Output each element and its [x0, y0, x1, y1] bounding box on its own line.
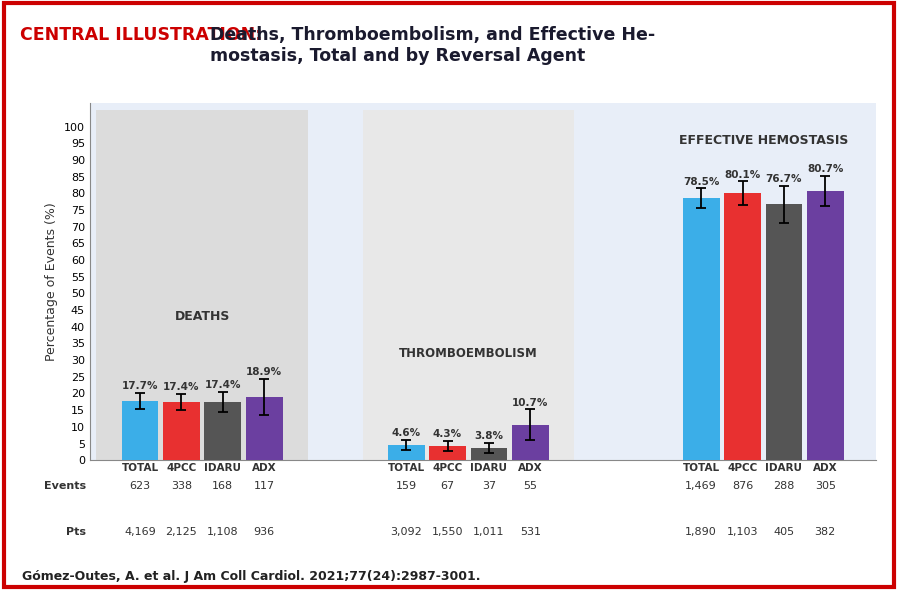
- Text: 1,890: 1,890: [685, 527, 718, 537]
- Text: 4.6%: 4.6%: [392, 428, 421, 438]
- Text: DEATHS: DEATHS: [174, 310, 230, 323]
- Text: 3,092: 3,092: [391, 527, 422, 537]
- Text: Deaths, Thromboembolism, and Effective He-
mostasis, Total and by Reversal Agent: Deaths, Thromboembolism, and Effective H…: [209, 26, 655, 65]
- Text: 78.5%: 78.5%: [683, 176, 719, 186]
- Bar: [429, 446, 466, 460]
- Text: Events: Events: [44, 481, 86, 491]
- Text: 338: 338: [171, 481, 192, 491]
- Text: 3.8%: 3.8%: [474, 431, 504, 441]
- Text: 80.7%: 80.7%: [807, 164, 843, 174]
- Bar: [205, 402, 242, 460]
- Text: 1,108: 1,108: [207, 527, 239, 537]
- Text: 531: 531: [520, 527, 541, 537]
- Text: CENTRAL ILLUSTRATION:: CENTRAL ILLUSTRATION:: [21, 26, 269, 44]
- Text: 405: 405: [773, 527, 795, 537]
- FancyBboxPatch shape: [363, 110, 574, 460]
- FancyBboxPatch shape: [96, 110, 308, 460]
- Text: 37: 37: [482, 481, 496, 491]
- Text: 1,011: 1,011: [473, 527, 505, 537]
- Bar: [246, 397, 283, 460]
- Text: 17.4%: 17.4%: [163, 382, 199, 392]
- Bar: [807, 191, 843, 460]
- Text: 159: 159: [396, 481, 417, 491]
- Text: 4,169: 4,169: [124, 527, 156, 537]
- Bar: [765, 204, 802, 460]
- Bar: [122, 401, 158, 460]
- Text: 4.3%: 4.3%: [433, 429, 462, 439]
- Text: Pts: Pts: [66, 527, 86, 537]
- Text: THROMBOEMBOLISM: THROMBOEMBOLISM: [399, 347, 538, 360]
- Text: EFFECTIVE HEMOSTASIS: EFFECTIVE HEMOSTASIS: [679, 133, 848, 147]
- Text: 623: 623: [129, 481, 151, 491]
- Text: 55: 55: [524, 481, 537, 491]
- Text: 80.1%: 80.1%: [725, 170, 761, 179]
- Text: 17.4%: 17.4%: [205, 381, 241, 391]
- Text: 67: 67: [441, 481, 454, 491]
- Text: 10.7%: 10.7%: [512, 398, 549, 408]
- Text: Gómez-Outes, A. et al. J Am Coll Cardiol. 2021;77(24):2987-3001.: Gómez-Outes, A. et al. J Am Coll Cardiol…: [22, 570, 481, 583]
- Text: 1,550: 1,550: [432, 527, 463, 537]
- Bar: [512, 425, 549, 460]
- Text: 1,469: 1,469: [685, 481, 718, 491]
- Text: 17.7%: 17.7%: [122, 381, 158, 391]
- Bar: [471, 448, 507, 460]
- Text: 18.9%: 18.9%: [246, 367, 282, 377]
- Text: 2,125: 2,125: [165, 527, 198, 537]
- Text: 117: 117: [253, 481, 275, 491]
- Bar: [724, 193, 761, 460]
- Text: 76.7%: 76.7%: [766, 174, 802, 184]
- Text: 876: 876: [732, 481, 753, 491]
- Text: 1,103: 1,103: [726, 527, 758, 537]
- Text: 936: 936: [253, 527, 275, 537]
- Text: 382: 382: [814, 527, 836, 537]
- Y-axis label: Percentage of Events (%): Percentage of Events (%): [46, 202, 58, 361]
- Bar: [682, 198, 719, 460]
- Text: 305: 305: [814, 481, 836, 491]
- Text: 168: 168: [212, 481, 233, 491]
- Bar: [388, 445, 425, 460]
- Bar: [163, 402, 200, 460]
- Text: 288: 288: [773, 481, 795, 491]
